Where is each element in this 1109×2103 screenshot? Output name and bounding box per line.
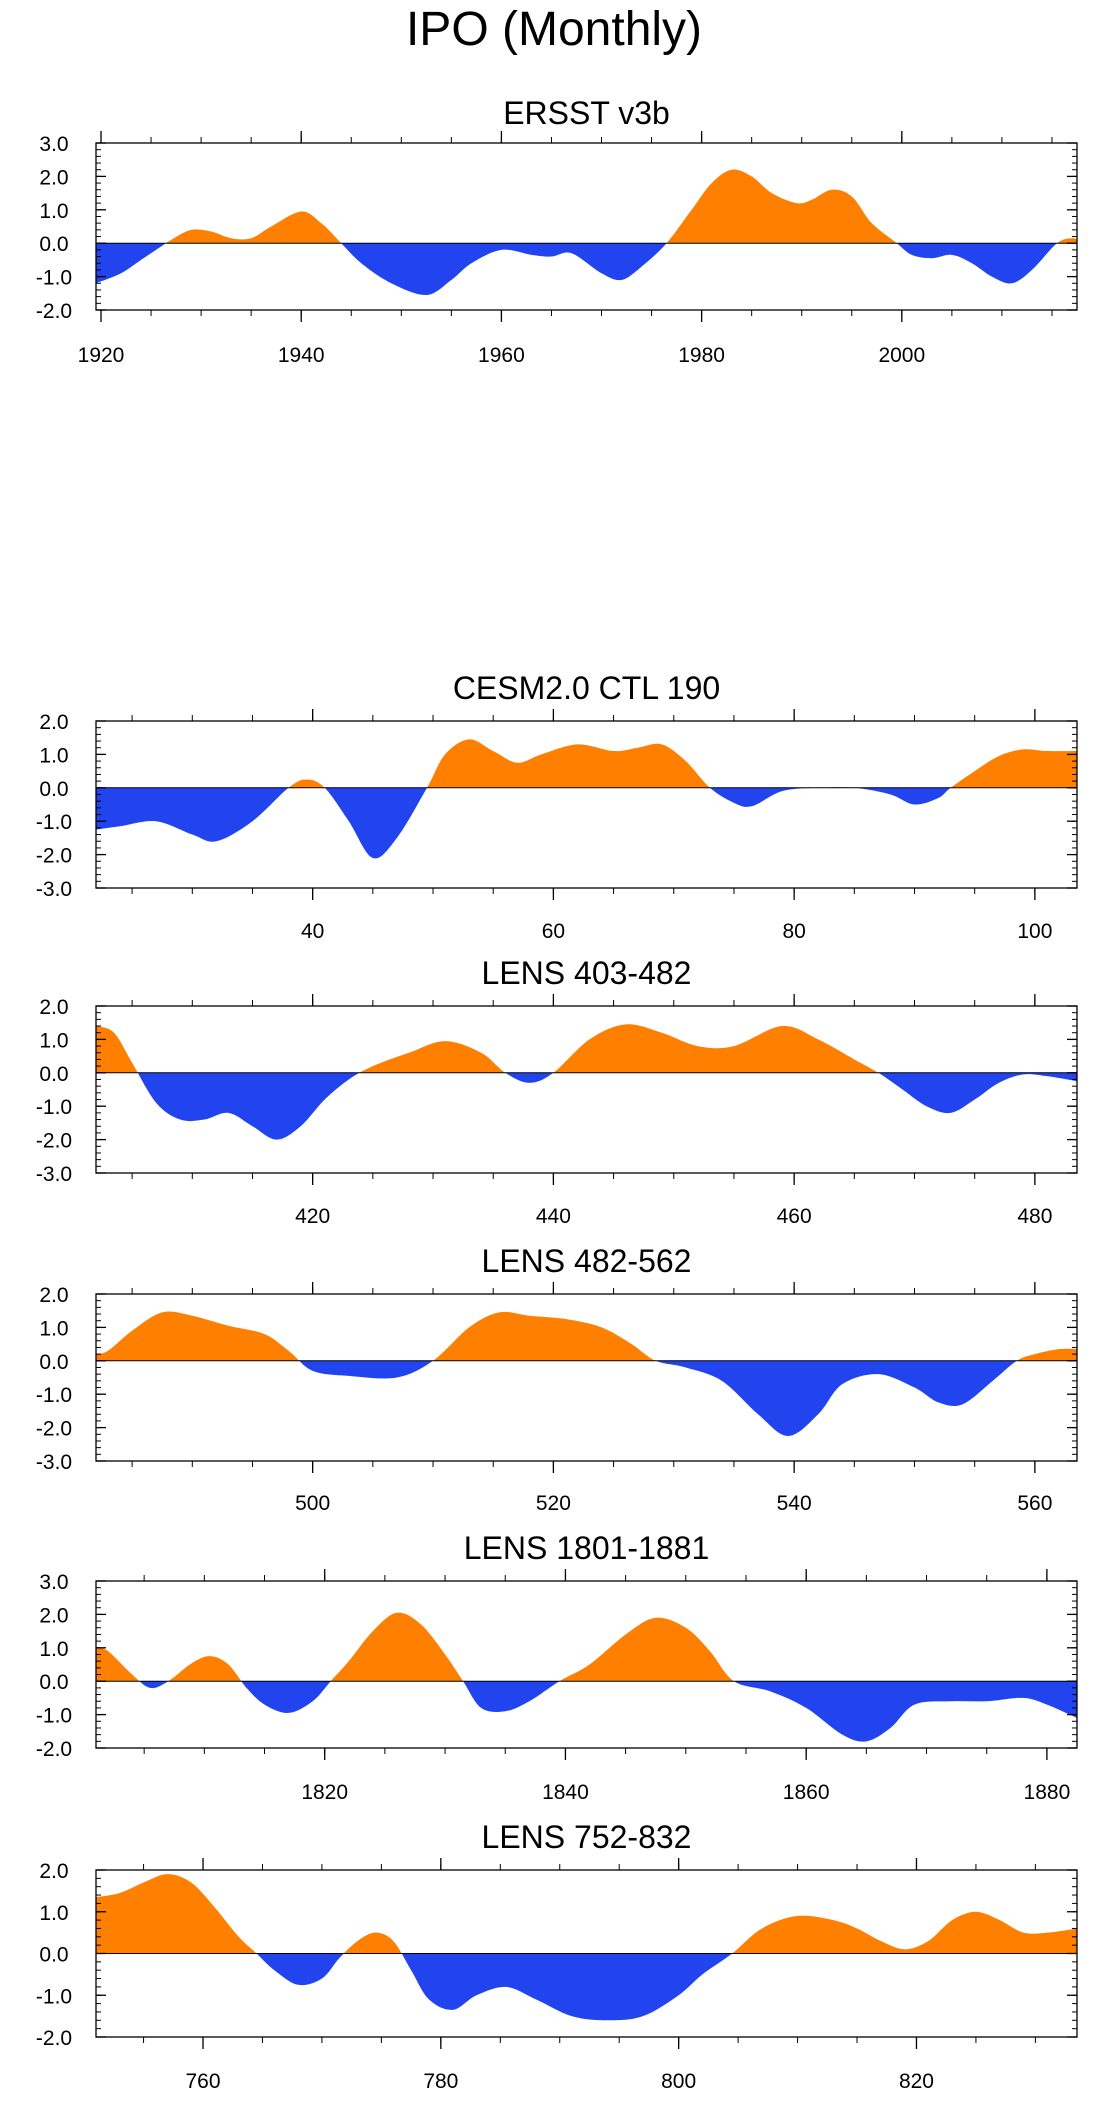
y-tick-label: 0.0	[39, 1063, 68, 1086]
y-tick-label: -2.0	[36, 845, 72, 868]
x-tick-label: 1980	[678, 344, 725, 367]
panel-title: LENS 403-482	[482, 955, 692, 991]
x-tick-label: 480	[1017, 1205, 1052, 1228]
y-tick-label: 1.0	[39, 1638, 68, 1661]
panel-6: LENS 752-832 -2.0 -1.0 0.0 1.0 2.0 760 780 800 82…	[36, 1819, 1078, 2093]
area-series	[96, 1874, 1077, 2021]
panel-title: CESM2.0 CTL 190	[453, 670, 720, 706]
y-tick-label: 0.0	[39, 1351, 68, 1374]
y-tick-label: 1.0	[39, 744, 68, 767]
negative-area	[137, 1072, 1077, 1140]
x-tick-label: 760	[185, 2070, 220, 2093]
negative-area	[96, 1953, 1077, 2021]
y-tick-label: -1.0	[36, 1985, 72, 2008]
y-tick-label: -2.0	[36, 300, 72, 323]
area-series	[96, 1612, 1077, 1742]
area-series	[96, 169, 1077, 295]
panel-2: CESM2.0 CTL 190 -3.0 -2.0 -1.0 0.0 1.0 2.0 40 60…	[36, 670, 1078, 943]
y-tick-label: -2.0	[36, 1130, 72, 1153]
y-tick-label: 1.0	[39, 1902, 68, 1925]
x-tick-label: 1820	[301, 1781, 348, 1804]
panel-title: ERSST v3b	[503, 95, 670, 131]
x-tick-label: 500	[295, 1492, 330, 1515]
x-tick-label: 1840	[542, 1781, 589, 1804]
panel-1: ERSST v3b -2.0 -1.0 0.0 1.0 2.0 3.0 1920 1940 196…	[36, 95, 1078, 367]
x-tick-label: 1940	[278, 344, 325, 367]
area-series	[96, 1311, 1077, 1436]
x-tick-label: 780	[423, 2070, 458, 2093]
negative-area	[299, 1360, 1017, 1436]
y-tick-label: -1.0	[36, 267, 72, 290]
panel-title: LENS 1801-1881	[464, 1530, 710, 1566]
plot-frame	[95, 1005, 1078, 1174]
y-tick-label: 2.0	[39, 166, 68, 189]
plot-frame	[95, 1293, 1078, 1462]
y-tick-label: -1.0	[36, 1096, 72, 1119]
x-tick-label: 100	[1017, 920, 1052, 943]
y-tick-label: -3.0	[36, 1451, 72, 1474]
x-tick-label: 440	[536, 1205, 571, 1228]
x-tick-label: 520	[536, 1492, 571, 1515]
y-tick-label: 2.0	[39, 1604, 68, 1627]
y-tick-label: 2.0	[39, 1284, 68, 1307]
y-tick-label: -3.0	[36, 1163, 72, 1186]
positive-area	[96, 1874, 1077, 1954]
y-tick-label: -1.0	[36, 1705, 72, 1728]
y-tick-label: 3.0	[39, 1571, 68, 1594]
y-tick-label: -2.0	[36, 2027, 72, 2050]
negative-area	[96, 787, 1077, 859]
y-tick-label: -3.0	[36, 878, 72, 901]
x-tick-label: 40	[301, 920, 324, 943]
x-tick-label: 1960	[478, 344, 525, 367]
positive-area	[165, 169, 1077, 244]
y-tick-label: 1.0	[39, 1029, 68, 1052]
x-tick-label: 800	[661, 2070, 696, 2093]
y-tick-label: 0.0	[39, 778, 68, 801]
y-tick-label: 1.0	[39, 1317, 68, 1340]
positive-area	[96, 1024, 1077, 1073]
panel-3: LENS 403-482 -3.0 -2.0 -1.0 0.0 1.0 2.0 420 440 4…	[36, 955, 1078, 1228]
x-tick-label: 820	[899, 2070, 934, 2093]
panel-5: LENS 1801-1881 -2.0 -1.0 0.0 1.0 2.0 3.0 1820 18…	[36, 1530, 1078, 1804]
x-tick-label: 540	[777, 1492, 812, 1515]
panel-title: LENS 482-562	[482, 1243, 692, 1279]
x-tick-label: 1860	[783, 1781, 830, 1804]
positive-area	[96, 1311, 1077, 1361]
y-tick-label: 2.0	[39, 1860, 68, 1883]
x-tick-label: 460	[777, 1205, 812, 1228]
y-tick-label: -1.0	[36, 811, 72, 834]
panel-4: LENS 482-562 -3.0 -2.0 -1.0 0.0 1.0 2.0 500 520 5…	[36, 1243, 1078, 1515]
area-series	[96, 1024, 1077, 1140]
plot-frame	[95, 142, 1078, 311]
x-tick-label: 2000	[878, 344, 925, 367]
negative-area	[96, 1681, 1077, 1742]
x-tick-label: 1920	[78, 344, 125, 367]
y-tick-label: 0.0	[39, 1671, 68, 1694]
y-tick-label: -2.0	[36, 1738, 72, 1761]
positive-area	[96, 1612, 734, 1682]
x-tick-label: 60	[542, 920, 565, 943]
y-tick-label: 1.0	[39, 200, 68, 223]
x-tick-label: 420	[295, 1205, 330, 1228]
negative-area	[96, 243, 1077, 295]
plot-frame	[95, 1580, 1078, 1749]
y-tick-label: 2.0	[39, 711, 68, 734]
figure-title: IPO (Monthly)	[406, 3, 702, 56]
x-tick-label: 80	[782, 920, 805, 943]
plot-frame	[95, 720, 1078, 889]
x-tick-label: 1880	[1024, 1781, 1071, 1804]
y-tick-label: -1.0	[36, 1384, 72, 1407]
y-tick-label: 2.0	[39, 996, 68, 1019]
area-series	[96, 739, 1077, 859]
y-tick-label: 0.0	[39, 1944, 68, 1967]
y-tick-label: 0.0	[39, 233, 68, 256]
y-tick-label: -2.0	[36, 1418, 72, 1441]
y-tick-label: 3.0	[39, 133, 68, 156]
positive-area	[96, 739, 1077, 788]
panels: ERSST v3b -2.0 -1.0 0.0 1.0 2.0 3.0 1920 1940 196…	[36, 95, 1078, 2093]
panel-title: LENS 752-832	[482, 1819, 692, 1855]
x-tick-label: 560	[1017, 1492, 1052, 1515]
